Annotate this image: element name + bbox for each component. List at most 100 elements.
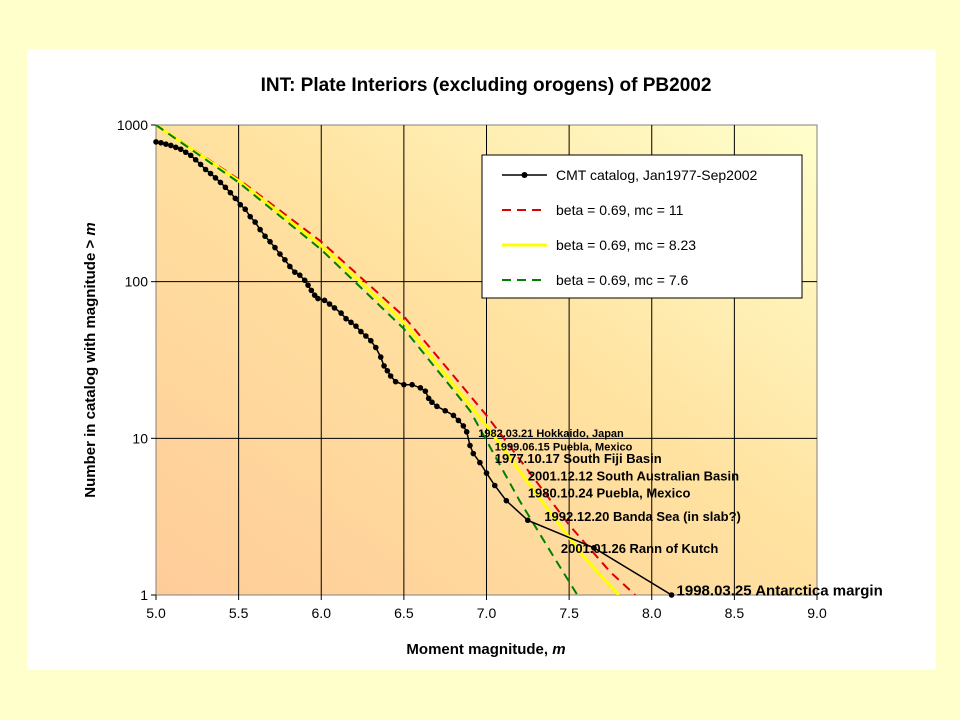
annotation-label: 1992.12.20 Banda Sea (in slab?) — [544, 509, 741, 524]
data-point — [343, 315, 349, 322]
legend-label-2: beta = 0.69, mc = 8.23 — [556, 237, 696, 253]
data-point — [401, 381, 407, 388]
data-point — [197, 161, 204, 168]
data-point — [525, 517, 531, 524]
data-point — [348, 319, 354, 326]
data-point — [384, 367, 391, 374]
chart-title: INT: Plate Interiors (excluding orogens)… — [261, 75, 712, 96]
legend: CMT catalog, Jan1977-Sep2002 beta = 0.69,… — [481, 154, 803, 299]
data-point — [277, 251, 283, 257]
slide-panel: INT: Plate Interiors (excluding orogens)… — [27, 49, 936, 670]
data-point — [368, 337, 374, 344]
data-point — [252, 219, 258, 225]
legend-box — [481, 154, 803, 299]
data-point — [222, 184, 229, 191]
annotation-label: 2001.01.26 Rann of Kutch — [561, 541, 719, 556]
data-point — [483, 470, 490, 476]
data-point — [163, 141, 169, 147]
data-point — [460, 423, 467, 429]
data-point — [305, 282, 311, 288]
data-point — [227, 189, 234, 196]
y-tick-label: 1000 — [117, 117, 148, 133]
annotations: 1982.03.21 Hokkaido, Japan 1999.06.15 Pue… — [478, 428, 883, 600]
y-tick-label: 10 — [132, 430, 148, 446]
data-point — [363, 333, 369, 339]
data-point — [668, 592, 675, 598]
data-point — [187, 152, 194, 159]
annotation-label: 1977.10.17 South Fiji Basin — [495, 451, 662, 466]
data-point — [237, 201, 244, 208]
data-point — [173, 144, 179, 151]
data-point — [212, 175, 219, 181]
data-point — [381, 363, 387, 369]
data-point — [422, 388, 429, 394]
data-point — [287, 263, 293, 270]
data-point — [153, 139, 159, 145]
data-point — [321, 297, 328, 304]
annotation-label: 1982.03.21 Hokkaido, Japan — [478, 428, 624, 440]
annotation-label: 1998.03.25 Antarctica margin — [677, 582, 883, 599]
data-point — [491, 482, 498, 489]
data-point — [503, 497, 510, 504]
data-point — [377, 354, 384, 360]
data-point — [267, 238, 273, 245]
data-point — [429, 399, 435, 406]
data-point — [326, 301, 333, 307]
data-point — [217, 179, 224, 186]
data-point — [338, 310, 344, 316]
legend-label-0: CMT catalog, Jan1977-Sep2002 — [556, 167, 758, 183]
data-point — [372, 344, 379, 351]
data-point — [247, 213, 253, 220]
data-point — [425, 395, 432, 402]
axis-ticks: 5.0 5.5 6.0 6.5 7.0 7.5 8.0 8.5 9.0 1 10 100 1000 — [117, 117, 827, 621]
data-point — [467, 442, 473, 449]
data-point — [168, 142, 174, 149]
data-point — [442, 407, 448, 414]
x-tick-label: 6.0 — [312, 605, 332, 621]
data-point — [455, 417, 462, 424]
annotation-label: 1980.10.24 Puebla, Mexico — [528, 486, 691, 501]
data-point — [387, 373, 394, 379]
data-point — [262, 233, 268, 240]
data-point — [308, 287, 315, 294]
series-line-1 — [156, 125, 636, 595]
data-point — [292, 269, 298, 275]
series-line-2 — [156, 125, 620, 595]
x-tick-label: 8.5 — [725, 605, 745, 621]
x-tick-label: 7.0 — [477, 605, 497, 621]
data-point — [463, 429, 470, 435]
legend-items: CMT catalog, Jan1977-Sep2002 beta = 0.69,… — [502, 167, 758, 288]
y-tick-label: 1 — [140, 587, 148, 603]
data-point — [242, 206, 249, 213]
data-point — [392, 378, 399, 385]
data-point — [282, 256, 288, 263]
data-point — [470, 450, 477, 457]
markers-layer — [153, 139, 675, 598]
data-point — [358, 328, 364, 335]
data-point — [417, 385, 424, 391]
data-point — [434, 403, 440, 410]
data-point — [272, 244, 278, 251]
data-point — [158, 139, 164, 146]
annotation-label: 2001.12.12 South Australian Basin — [528, 468, 739, 483]
x-tick-label: 6.5 — [394, 605, 414, 621]
data-point — [353, 323, 359, 329]
data-point — [207, 170, 214, 177]
y-axis-title: Number in catalog with magnitude > m — [82, 222, 99, 497]
data-point — [202, 166, 209, 173]
annotation-label: 1999.06.15 Puebla, Mexico — [495, 442, 633, 454]
x-tick-label: 7.5 — [559, 605, 579, 621]
data-point — [591, 545, 597, 551]
data-point — [301, 277, 308, 284]
data-point — [232, 195, 239, 202]
data-point — [450, 412, 457, 419]
data-point — [177, 146, 184, 153]
legend-label-3: beta = 0.69, mc = 7.6 — [556, 272, 689, 288]
x-tick-label: 9.0 — [807, 605, 827, 621]
x-axis-title: Moment magnitude, m — [406, 641, 565, 658]
legend-marker — [521, 172, 528, 178]
x-tick-label: 5.5 — [229, 605, 249, 621]
x-tick-label: 5.0 — [146, 605, 166, 621]
x-tick-label: 8.0 — [642, 605, 662, 621]
data-point — [477, 459, 483, 466]
